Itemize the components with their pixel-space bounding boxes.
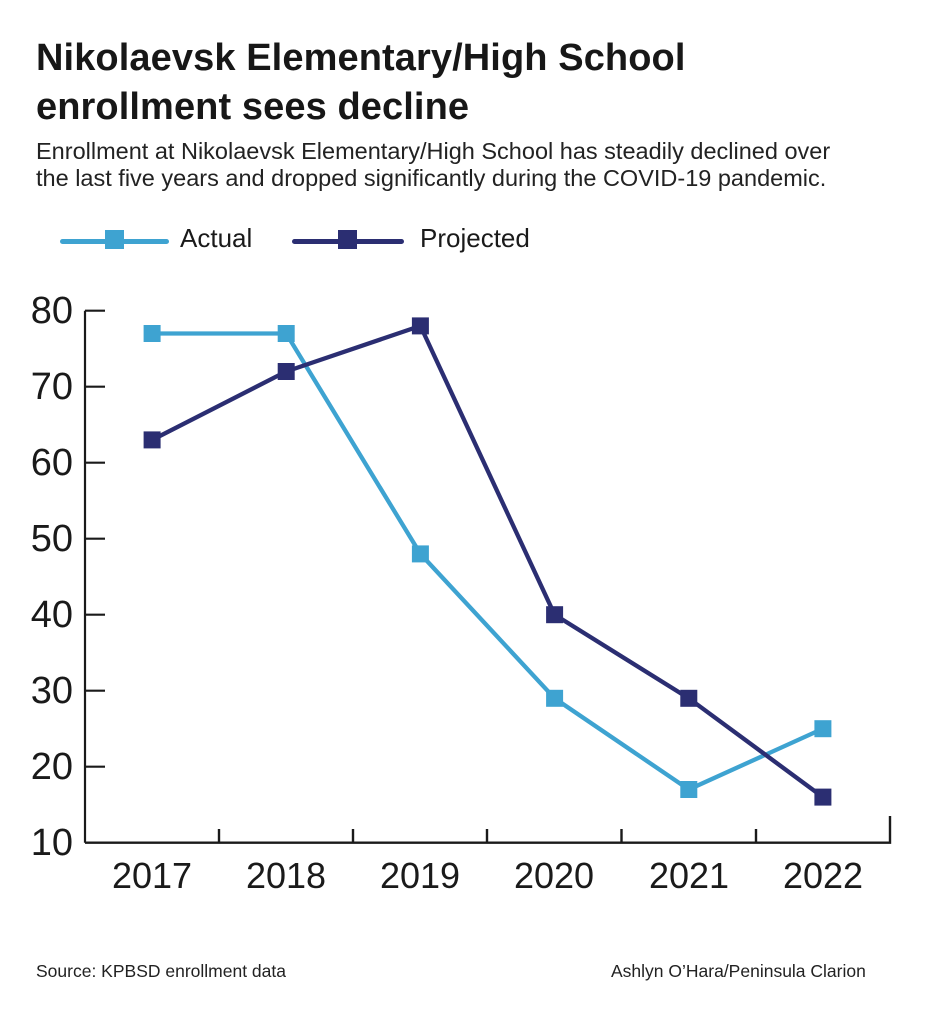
svg-text:2020: 2020 — [514, 855, 594, 896]
svg-text:60: 60 — [31, 442, 73, 484]
svg-text:2021: 2021 — [649, 855, 729, 896]
svg-text:50: 50 — [31, 518, 73, 560]
svg-text:2017: 2017 — [112, 855, 192, 896]
svg-text:10: 10 — [31, 822, 73, 864]
svg-text:70: 70 — [31, 366, 73, 408]
svg-text:2019: 2019 — [380, 855, 460, 896]
svg-text:40: 40 — [31, 594, 73, 636]
svg-text:2022: 2022 — [783, 855, 863, 896]
svg-text:80: 80 — [31, 290, 73, 332]
svg-text:20: 20 — [31, 746, 73, 788]
svg-text:2018: 2018 — [246, 855, 326, 896]
svg-text:30: 30 — [31, 670, 73, 712]
